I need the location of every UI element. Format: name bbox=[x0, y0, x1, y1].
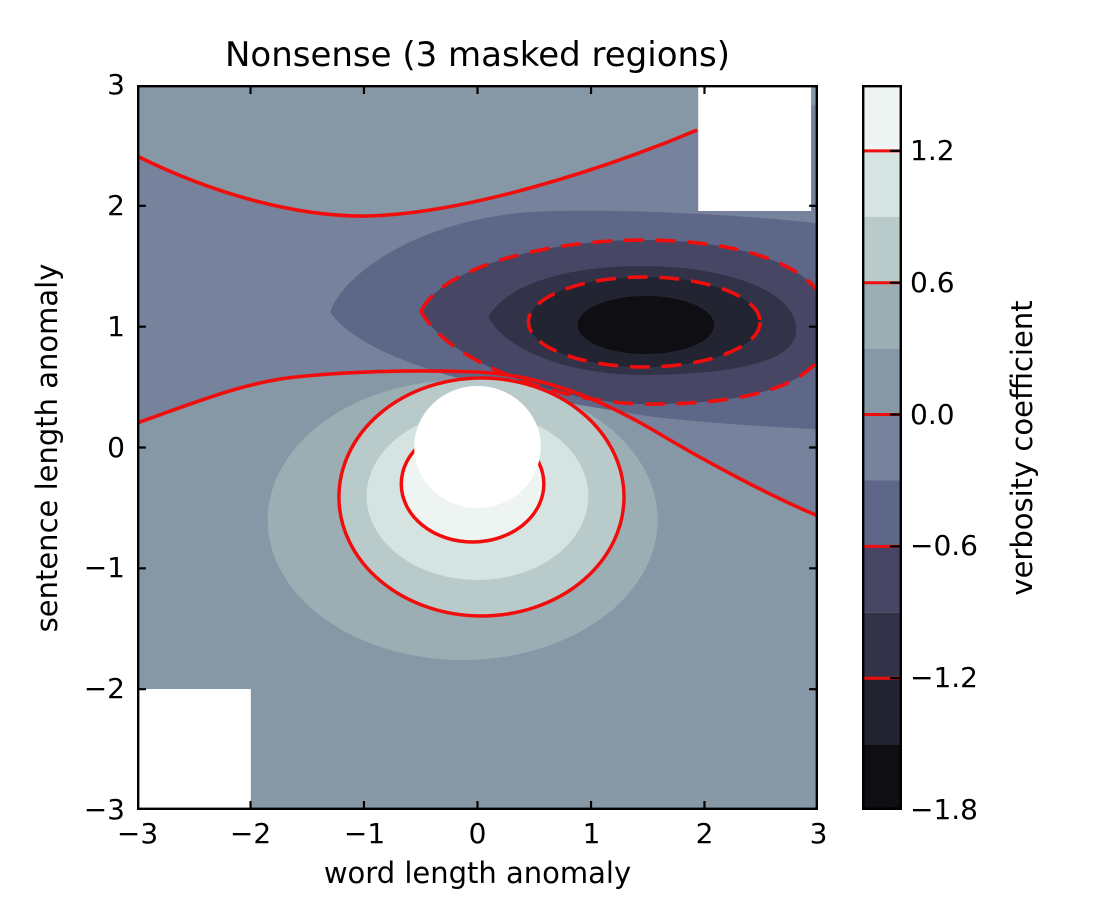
colorbar-segment-4 bbox=[862, 348, 902, 415]
colorbar-tick-label-m1.8: −1.8 bbox=[910, 793, 978, 826]
x-tick-label-1: 1 bbox=[582, 817, 601, 850]
contour-line-zero-lower-branch bbox=[137, 369, 818, 518]
x-tick-label-m1: −1 bbox=[343, 817, 386, 850]
contour-line-dashed-neg0.6 bbox=[419, 238, 818, 406]
colorbar-segment-6 bbox=[862, 480, 902, 547]
contour-line-zero-upper-branch bbox=[137, 128, 698, 218]
x-tick-label-0: 0 bbox=[468, 817, 487, 850]
contour-plot bbox=[137, 85, 818, 810]
contour-line-dashed-neg1.2 bbox=[526, 275, 762, 369]
colorbar-tick-label-0.6: 0.6 bbox=[910, 266, 955, 299]
y-tick-label-m3: −3 bbox=[83, 793, 125, 826]
negative-peak-core bbox=[577, 296, 715, 354]
colorbar-segment-8 bbox=[862, 612, 902, 679]
y-axis-label: sentence length anomaly bbox=[30, 263, 64, 633]
axis-ticks bbox=[137, 85, 818, 810]
colorbar-segment-0 bbox=[862, 85, 902, 151]
axes-frame bbox=[137, 85, 818, 810]
colorbar-tick-label-m1.2: −1.2 bbox=[910, 661, 978, 694]
colorbar-segment-1 bbox=[862, 150, 902, 217]
colorbar-segment-3 bbox=[862, 282, 902, 349]
x-axis-label: word length anomaly bbox=[323, 856, 632, 890]
y-tick-label-0: 0 bbox=[107, 431, 125, 464]
y-tick-label-3: 3 bbox=[107, 68, 125, 101]
colorbar-segment-7 bbox=[862, 546, 902, 613]
x-tick-label-3: 3 bbox=[809, 817, 828, 850]
colorbar bbox=[862, 85, 902, 810]
colorbar-ticks bbox=[890, 149, 902, 810]
x-tick-label-m2: −2 bbox=[229, 817, 272, 850]
colorbar-tick-label-m0.6: −0.6 bbox=[910, 529, 978, 562]
x-tick-label-2: 2 bbox=[695, 817, 714, 850]
colorbar-segment-10 bbox=[862, 744, 902, 810]
colorbar-axis-label: verbosity coefficient bbox=[1005, 300, 1039, 596]
colorbar-tick-label-1.2: 1.2 bbox=[910, 134, 955, 167]
colorbar-segment-5 bbox=[862, 414, 902, 481]
x-tick-label-m3: −3 bbox=[116, 817, 159, 850]
colorbar-contour-level-lines bbox=[863, 149, 901, 680]
y-tick-label-2: 2 bbox=[107, 189, 125, 222]
colorbar-tick-label-0.0: 0.0 bbox=[910, 398, 955, 431]
colorbar-frame bbox=[862, 85, 902, 810]
y-tick-label-1: 1 bbox=[107, 310, 125, 343]
masked-circle bbox=[414, 386, 541, 508]
contour-line-solid-0.6 bbox=[337, 376, 626, 618]
colorbar-segment-2 bbox=[862, 216, 902, 283]
y-tick-label-m2: −2 bbox=[83, 672, 125, 705]
masked-rect-bottom-left bbox=[137, 689, 251, 810]
colorbar-segment-9 bbox=[862, 678, 902, 745]
masked-rect-top-right bbox=[698, 85, 812, 211]
plot-title: Nonsense (3 masked regions) bbox=[224, 35, 731, 75]
y-tick-label-m1: −1 bbox=[83, 551, 125, 584]
